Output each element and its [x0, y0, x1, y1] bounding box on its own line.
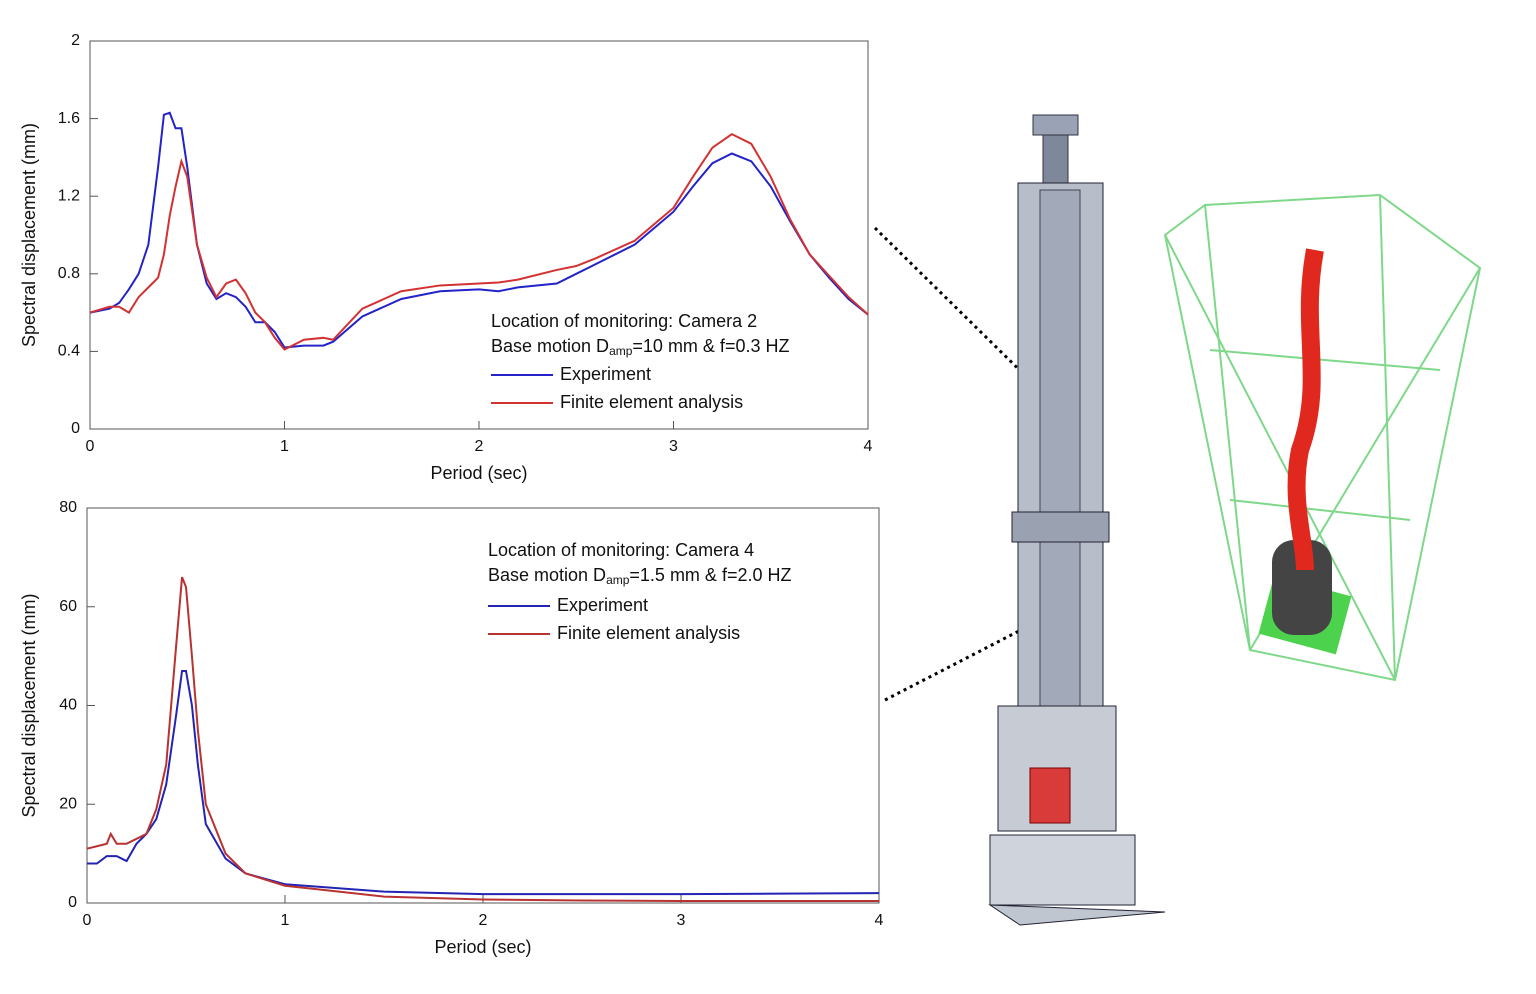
series-line [89, 132, 869, 351]
annotation: Location of monitoring: Camera 4 [488, 540, 754, 560]
annotation-part: Location of monitoring: Camera 4 [488, 540, 754, 560]
pipe [1287, 248, 1324, 571]
legend-label: Experiment [557, 595, 648, 615]
series-line [87, 669, 880, 896]
legend-label: Finite element analysis [560, 392, 743, 412]
x-tick-label: 2 [479, 912, 488, 929]
legend-label: Experiment [560, 364, 651, 384]
y-axis-title: Spectral displacement (mm) [19, 123, 39, 347]
x-tick-label: 4 [875, 912, 884, 929]
y-tick-label: 40 [59, 697, 77, 714]
annotation-part: =1.5 mm & f=2.0 HZ [629, 565, 791, 585]
frame-illustration [1163, 193, 1482, 682]
column-illustration [988, 114, 1166, 926]
y-tick-label: 0 [71, 420, 80, 437]
x-axis-title: Period (sec) [430, 463, 527, 483]
annotation-part: amp [606, 573, 630, 587]
y-tick-label: 0 [68, 894, 77, 911]
x-tick-label: 1 [281, 912, 290, 929]
annotation: Base motion Damp=10 mm & f=0.3 HZ [491, 336, 789, 358]
y-tick-label: 1.2 [58, 187, 80, 204]
y-tick-label: 1.6 [58, 110, 80, 127]
annotation-part: Base motion D [491, 336, 609, 356]
y-tick-label: 20 [59, 795, 77, 812]
x-tick-label: 2 [475, 438, 484, 455]
annotation-part: Location of monitoring: Camera 2 [491, 311, 757, 331]
x-tick-label: 1 [280, 438, 289, 455]
x-tick-label: 3 [669, 438, 678, 455]
legend-label: Finite element analysis [557, 623, 740, 643]
series-line [89, 111, 869, 349]
x-tick-label: 0 [86, 438, 95, 455]
plot-frame [89, 40, 869, 430]
annotation: Base motion Damp=1.5 mm & f=2.0 HZ [488, 565, 791, 587]
x-tick-label: 4 [864, 438, 873, 455]
y-axis-title: Spectral displacement (mm) [19, 593, 39, 817]
annotation-part: =10 mm & f=0.3 HZ [632, 336, 789, 356]
x-tick-label: 3 [677, 912, 686, 929]
annotation-part: amp [609, 344, 633, 358]
y-tick-label: 2 [71, 32, 80, 49]
y-tick-label: 0.4 [58, 343, 80, 360]
y-tick-label: 80 [59, 499, 77, 516]
x-tick-label: 0 [83, 912, 92, 929]
annotation-part: Base motion D [488, 565, 606, 585]
base-cylinder [1272, 540, 1332, 635]
y-tick-label: 60 [59, 598, 77, 615]
annotation: Location of monitoring: Camera 2 [491, 311, 757, 331]
y-tick-label: 0.8 [58, 265, 80, 282]
series-line [86, 576, 879, 903]
x-axis-title: Period (sec) [434, 937, 531, 957]
